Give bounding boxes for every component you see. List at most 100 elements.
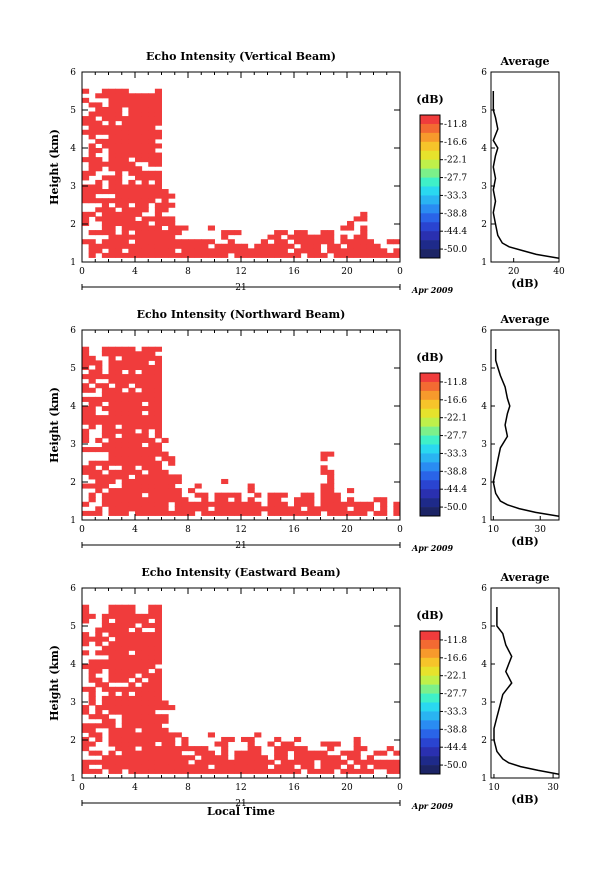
echo-cell xyxy=(95,243,103,249)
echo-cell xyxy=(95,478,103,485)
echo-cell xyxy=(154,211,162,217)
echo-cell xyxy=(135,248,143,254)
echo-cell xyxy=(154,668,162,674)
echo-cell xyxy=(135,202,143,208)
echo-cell xyxy=(221,248,229,254)
echo-cell xyxy=(161,759,169,765)
echo-cell xyxy=(168,746,176,752)
echo-cell xyxy=(121,474,129,480)
x-axis-label: Local Time xyxy=(207,805,275,818)
echo-cell xyxy=(148,170,156,176)
echo-cell xyxy=(88,166,96,172)
average-x-tick-label: 10 xyxy=(488,783,500,793)
echo-cell xyxy=(135,497,143,503)
echo-cell xyxy=(373,510,381,516)
echo-cell xyxy=(260,239,268,245)
echo-cell xyxy=(221,501,229,507)
echo-cell xyxy=(148,506,156,512)
echo-cell xyxy=(181,736,189,743)
echo-cell xyxy=(121,392,129,398)
echo-cell xyxy=(148,609,156,615)
echo-cell xyxy=(313,506,321,512)
echo-cell xyxy=(135,351,143,357)
echo-cell xyxy=(148,116,156,122)
echo-cell xyxy=(108,387,116,393)
echo-cell xyxy=(307,755,315,761)
echo-cell xyxy=(141,406,149,412)
echo-cell xyxy=(108,125,116,131)
y-tick-label: 6 xyxy=(70,68,76,78)
echo-cell xyxy=(108,175,116,181)
echo-cell xyxy=(141,374,149,380)
echo-cell xyxy=(108,497,116,503)
echo-cell xyxy=(95,682,103,688)
echo-cell xyxy=(108,415,116,421)
echo-cell xyxy=(347,768,355,774)
echo-cell xyxy=(115,492,123,498)
echo-cell xyxy=(247,741,255,747)
echo-cell xyxy=(320,465,328,471)
echo-cell xyxy=(353,248,361,254)
echo-cell xyxy=(115,768,123,774)
echo-cell xyxy=(148,184,156,190)
echo-cell xyxy=(313,248,321,254)
echo-cell xyxy=(108,759,116,765)
echo-cell xyxy=(128,465,136,471)
echo-cell xyxy=(115,664,123,670)
echo-cell xyxy=(280,768,288,774)
echo-cell xyxy=(221,768,229,774)
colorbar-swatch xyxy=(420,186,440,196)
echo-cell xyxy=(327,239,335,245)
echo-cell xyxy=(181,768,189,774)
echo-cell xyxy=(95,383,103,389)
echo-cell xyxy=(154,216,162,222)
echo-cell xyxy=(168,750,176,756)
echo-cell xyxy=(154,618,162,624)
echo-cell xyxy=(154,469,162,475)
echo-cell xyxy=(128,125,136,131)
echo-cell xyxy=(207,750,215,756)
echo-cell xyxy=(101,220,109,227)
x-tick-label: 12 xyxy=(235,267,246,277)
echo-cell xyxy=(121,355,129,361)
echo-cell xyxy=(108,230,116,236)
echo-cell xyxy=(121,102,129,108)
echo-cell xyxy=(121,659,129,665)
echo-cell xyxy=(101,392,109,398)
echo-cell xyxy=(121,234,129,240)
echo-cell xyxy=(260,252,268,258)
echo-cell xyxy=(135,759,143,765)
echo-cell xyxy=(135,415,143,421)
echo-cell xyxy=(141,202,149,208)
echo-cell xyxy=(360,248,368,254)
echo-cell xyxy=(154,225,162,231)
colorbar-swatch xyxy=(420,462,440,472)
echo-cell xyxy=(274,755,282,761)
echo-cell xyxy=(88,378,96,384)
echo-cell xyxy=(274,736,282,743)
echo-cell xyxy=(128,148,136,154)
echo-cell xyxy=(141,106,149,113)
echo-cell xyxy=(274,497,282,503)
echo-cell xyxy=(148,189,156,195)
echo-cell xyxy=(128,483,136,489)
echo-cell xyxy=(294,497,302,503)
echo-cell xyxy=(115,673,123,679)
colorbar-tick-label: -27.7 xyxy=(444,432,467,442)
echo-cell xyxy=(141,138,149,144)
echo-cell xyxy=(280,230,288,236)
y-axis-label: Height (km) xyxy=(48,645,61,721)
echo-cell xyxy=(353,216,361,222)
echo-cell xyxy=(82,618,90,624)
echo-cell xyxy=(121,764,129,770)
y-tick-label: 2 xyxy=(70,478,76,488)
echo-cell xyxy=(121,727,129,733)
echo-cell xyxy=(148,613,156,619)
echo-cell xyxy=(307,252,315,258)
echo-cell xyxy=(128,654,136,660)
echo-cell xyxy=(141,355,149,361)
echo-cell xyxy=(300,750,308,756)
echo-cell xyxy=(121,510,129,516)
echo-cell xyxy=(108,627,116,633)
echo-cell xyxy=(194,759,202,765)
